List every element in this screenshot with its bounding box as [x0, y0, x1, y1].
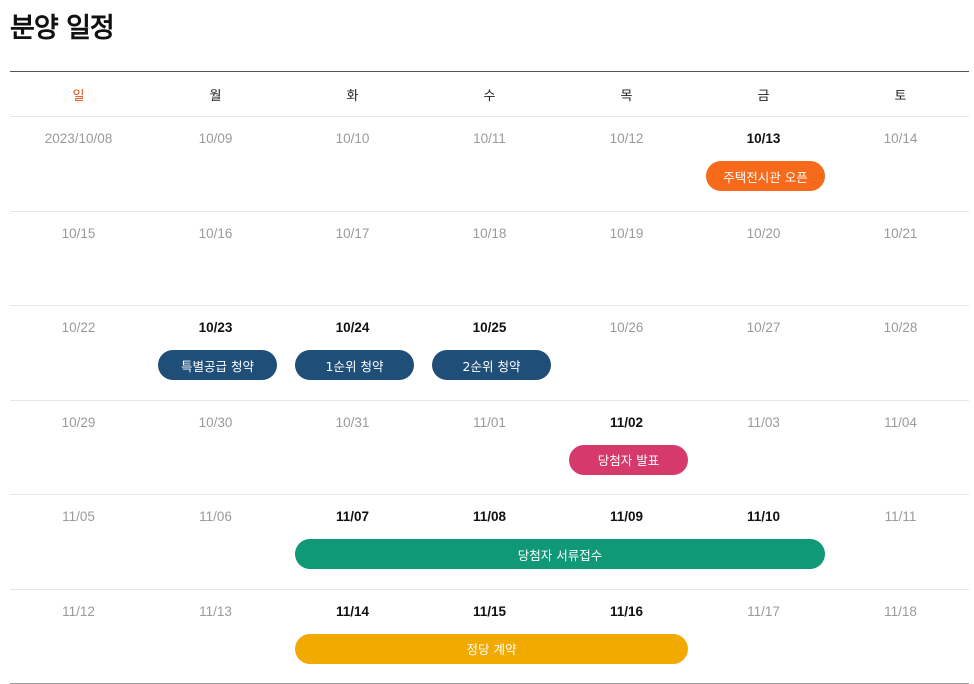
weekday-friday: 금: [757, 88, 770, 104]
day-cell: 11/11: [884, 509, 917, 524]
day-cell: 10/26: [609, 320, 644, 335]
day-cell: 11/14: [335, 603, 370, 619]
day-cell: 10/16: [198, 225, 233, 241]
day-cell: 11/06: [199, 509, 232, 524]
day-cell: 10/28: [883, 320, 918, 335]
day-cell: 11/09: [609, 509, 644, 524]
day-cell: 10/24: [335, 320, 370, 335]
weekday-sunday: 일: [72, 88, 85, 104]
day-cell: 11/04: [884, 414, 917, 430]
weekday-saturday: 토: [894, 88, 907, 104]
day-cell: 11/16: [609, 603, 644, 619]
weekday-tuesday: 화: [346, 88, 359, 104]
calendar-top-rule: [10, 71, 969, 72]
day-cell: 10/21: [883, 225, 918, 241]
day-cell: 11/02: [609, 414, 644, 430]
calendar-weeks: 2023/10/08 10/09 10/10 10/11 10/12 10/13 10/14…: [10, 117, 969, 684]
day-cell: 10/23: [198, 320, 233, 335]
day-cell: 11/08: [472, 509, 507, 524]
day-cell: 10/27: [746, 320, 781, 335]
day-cell: 11/07: [335, 509, 370, 524]
week-row: 10/15 10/16 10/17 10/18 10/19 10/20 10/21: [10, 212, 969, 306]
day-cell: 10/31: [335, 414, 370, 430]
day-cell: 10/22: [61, 320, 96, 335]
weekday-thursday: 목: [620, 88, 633, 104]
day-cell: 11/12: [62, 603, 95, 619]
day-cell: 11/13: [199, 603, 232, 619]
day-cell: 10/15: [61, 225, 96, 241]
day-cell: 10/11: [473, 131, 506, 146]
page-title: 분양 일정: [10, 13, 115, 44]
day-cell: 10/17: [335, 225, 370, 241]
day-cell: 11/15: [472, 603, 507, 619]
day-cell: 10/19: [609, 225, 644, 241]
day-cell: 10/29: [61, 414, 96, 430]
event-bar[interactable]: 2순위 청약: [432, 350, 551, 380]
day-cell: 10/25: [472, 320, 507, 335]
week-row: 10/29 10/30 10/31 11/01 11/02 11/03 11/04 당첨자 발…: [10, 401, 969, 495]
week-row: 10/22 10/23 10/24 10/25 10/26 10/27 10/28 특별공급 …: [10, 306, 969, 401]
day-cell: 11/17: [747, 603, 780, 619]
event-bar[interactable]: 당첨자 발표: [569, 444, 688, 475]
day-cell: 2023/10/08: [44, 131, 113, 146]
weekday-wednesday: 수: [483, 88, 496, 104]
day-cell: 10/10: [335, 131, 370, 146]
event-bar[interactable]: 주택전시관 오픈: [706, 161, 825, 191]
day-cell: 10/09: [198, 131, 233, 146]
day-cell: 10/18: [472, 225, 507, 241]
week-row: 2023/10/08 10/09 10/10 10/11 10/12 10/13 10/14…: [10, 117, 969, 212]
event-bar[interactable]: 특별공급 청약: [158, 350, 277, 380]
schedule-calendar: 일 월 화 수 목 금 토 2023/10/08 10/09 10/10 10/11 10/12 10…: [10, 71, 969, 684]
day-cell: 11/03: [747, 414, 780, 430]
day-cell: 11/10: [746, 509, 781, 524]
day-cell: 11/01: [473, 414, 506, 430]
event-bar[interactable]: 당첨자 서류접수: [295, 539, 825, 569]
day-cell: 10/12: [609, 131, 644, 146]
weekday-monday: 월: [209, 88, 222, 104]
week-row: 11/05 11/06 11/07 11/08 11/09 11/10 11/11 당첨자 서…: [10, 495, 969, 590]
day-cell: 10/13: [746, 131, 781, 146]
day-cell: 11/05: [62, 509, 95, 524]
day-cell: 11/18: [884, 603, 917, 619]
day-cell: 10/20: [746, 225, 781, 241]
day-cell: 10/14: [883, 131, 918, 146]
day-cell: 10/30: [198, 414, 233, 430]
event-bar[interactable]: 1순위 청약: [295, 350, 414, 380]
event-bar[interactable]: 정당 계약: [295, 633, 688, 664]
week-row: 11/12 11/13 11/14 11/15 11/16 11/17 11/18 정당 계약: [10, 590, 969, 684]
